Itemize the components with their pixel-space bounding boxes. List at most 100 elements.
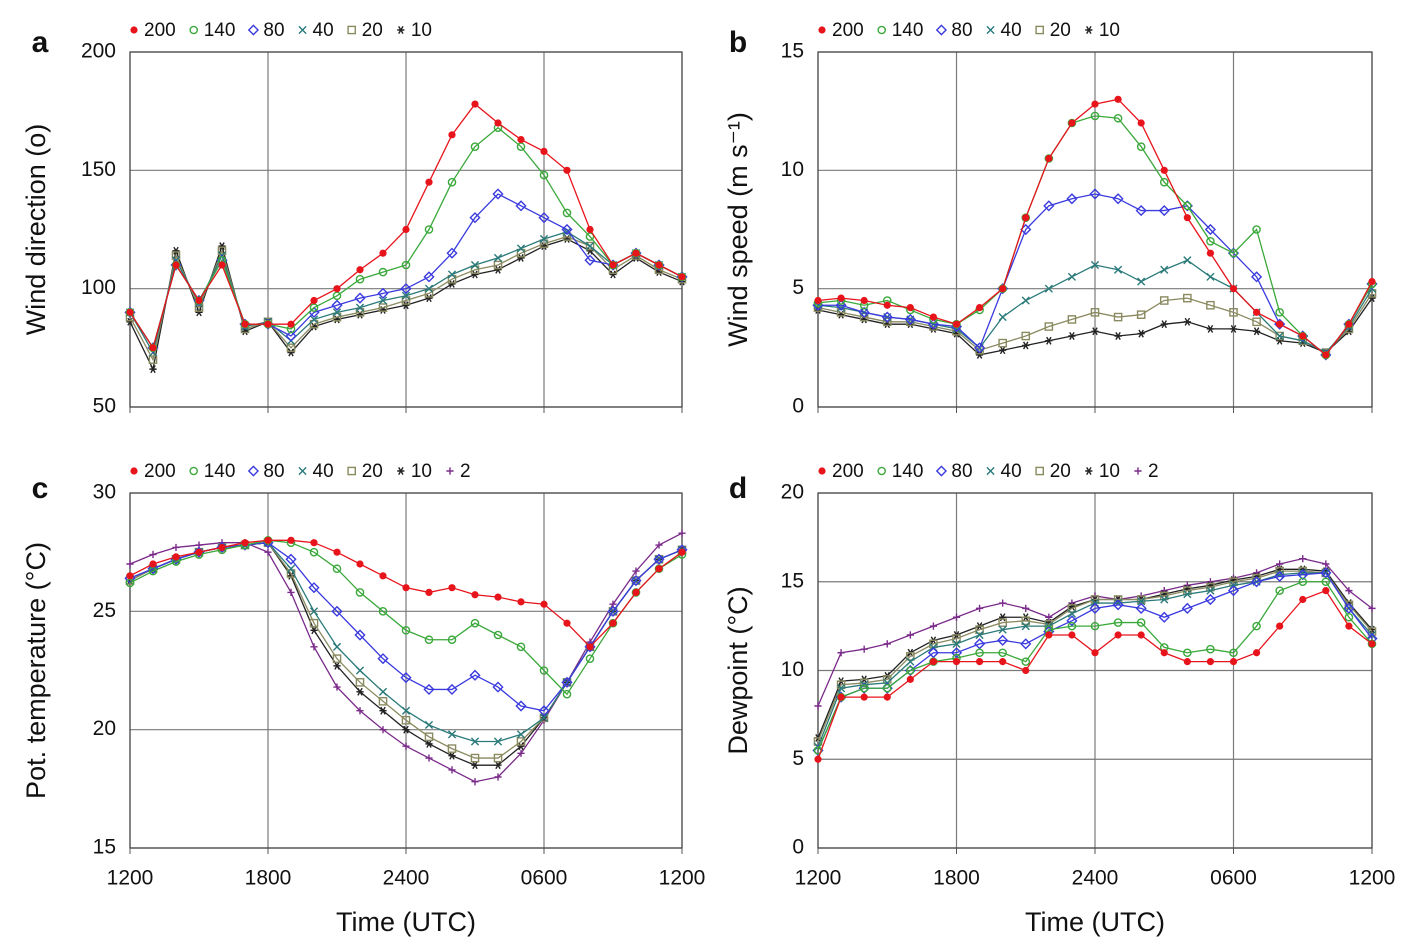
data-point	[470, 265, 480, 275]
data-point	[471, 591, 479, 599]
y-tick-label: 200	[81, 40, 116, 63]
legend-marker	[298, 466, 307, 476]
data-point	[1229, 248, 1238, 258]
data-point	[378, 607, 388, 616]
y-tick-label: 5	[792, 747, 804, 770]
data-point	[814, 755, 822, 763]
data-point	[378, 696, 388, 706]
data-point	[332, 308, 342, 317]
data-point	[1137, 631, 1145, 639]
data-point	[493, 253, 503, 262]
data-point	[1183, 317, 1191, 326]
data-point	[906, 304, 914, 312]
legend-marker	[986, 466, 995, 476]
data-point	[1275, 586, 1284, 595]
data-point	[975, 658, 984, 666]
data-point	[1113, 265, 1123, 274]
data-point	[264, 536, 272, 544]
data-point	[1045, 154, 1053, 163]
plot-frame	[817, 51, 1373, 408]
x-tick-label: 2400	[1072, 867, 1119, 890]
data-point	[975, 604, 984, 612]
data-point	[286, 564, 296, 573]
data-point	[998, 648, 1007, 658]
data-point	[447, 730, 457, 739]
data-point	[331, 605, 343, 617]
data-point	[195, 308, 203, 317]
data-point	[425, 739, 433, 748]
data-point	[561, 223, 573, 236]
data-point	[999, 346, 1007, 355]
data-point	[999, 658, 1007, 666]
data-point	[379, 249, 387, 257]
data-point	[494, 265, 502, 274]
data-point	[218, 261, 226, 269]
legend-marker	[1035, 466, 1044, 476]
data-point	[402, 725, 410, 734]
data-point	[470, 753, 480, 763]
data-point	[1183, 658, 1191, 666]
panel-label: b	[729, 26, 747, 59]
legend-marker	[1085, 26, 1093, 34]
data-point	[1183, 214, 1191, 222]
legend-label: 200	[832, 461, 864, 482]
data-point	[332, 564, 342, 574]
legend-label: 140	[892, 20, 924, 41]
data-point	[975, 350, 984, 359]
data-point	[837, 693, 845, 701]
data-point	[423, 683, 435, 696]
data-point	[401, 296, 411, 305]
data-point	[999, 285, 1007, 293]
legend-marker	[347, 466, 356, 476]
data-point	[1045, 336, 1053, 345]
data-point	[1137, 329, 1145, 338]
data-point	[354, 629, 366, 641]
data-point	[355, 678, 365, 687]
data-point	[906, 666, 915, 675]
data-point	[285, 330, 297, 342]
data-point	[493, 630, 503, 640]
data-point	[356, 707, 364, 715]
legend-label: 10	[1099, 461, 1120, 482]
data-point	[1113, 618, 1123, 627]
data-point	[333, 285, 341, 293]
legend-marker	[446, 467, 454, 475]
data-point	[309, 315, 319, 324]
data-point	[1091, 100, 1099, 108]
data-point	[1091, 649, 1099, 657]
data-point	[997, 634, 1009, 646]
data-point	[1137, 119, 1145, 127]
data-point	[563, 166, 571, 174]
data-point	[632, 567, 640, 575]
legend-label: 40	[313, 461, 334, 482]
panel-label: d	[729, 472, 747, 505]
data-point	[470, 737, 480, 746]
data-point	[515, 200, 527, 212]
data-point	[333, 683, 341, 691]
data-point	[1227, 585, 1240, 597]
data-point	[1045, 613, 1053, 621]
data-point	[1276, 622, 1284, 630]
legend-marker	[247, 465, 259, 477]
data-point	[469, 212, 481, 224]
data-point	[1068, 119, 1076, 127]
data-point	[517, 253, 525, 262]
data-point	[447, 270, 457, 279]
data-point	[471, 778, 479, 786]
data-point	[859, 678, 869, 688]
data-point	[1160, 265, 1169, 274]
x-axis-label: Time (UTC)	[1025, 907, 1165, 937]
data-point	[172, 553, 180, 561]
data-point	[1114, 95, 1122, 103]
data-point	[332, 312, 342, 322]
data-point	[1114, 332, 1122, 340]
data-point	[241, 320, 249, 328]
data-point	[584, 254, 596, 266]
data-point	[655, 541, 663, 549]
legend-marker	[1085, 467, 1093, 475]
data-point	[308, 582, 320, 594]
data-point	[1252, 649, 1261, 657]
data-point	[1091, 327, 1099, 336]
data-point	[287, 588, 295, 596]
data-point	[516, 244, 526, 253]
